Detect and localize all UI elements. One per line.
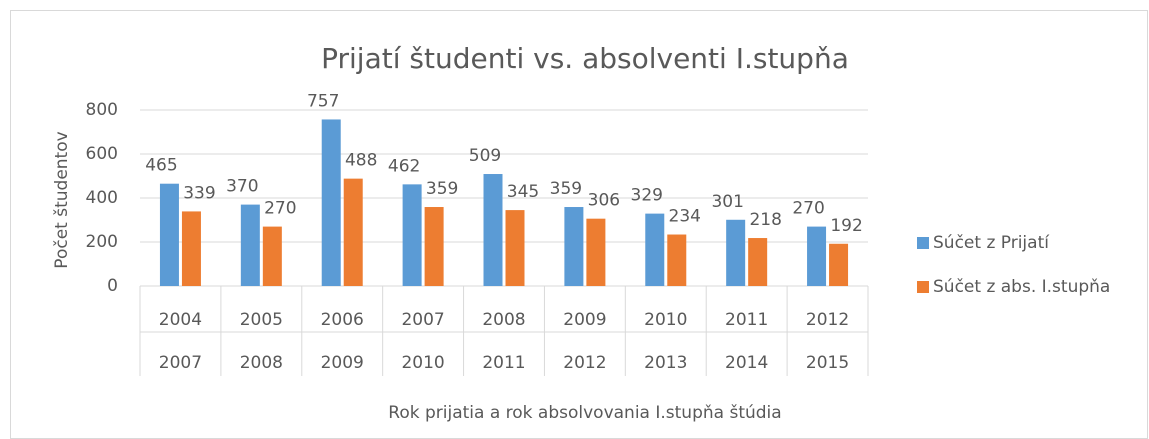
legend-swatch: [917, 237, 929, 249]
data-label: 218: [749, 210, 781, 230]
x-tick-label-level2: 2015: [806, 353, 849, 373]
data-label: 465: [145, 156, 177, 176]
bar: [645, 213, 665, 286]
bar: [505, 210, 525, 286]
bar: [181, 211, 201, 286]
y-tick-label: 800: [86, 100, 118, 120]
data-label: 757: [307, 91, 339, 111]
x-tick-label: 2011: [725, 310, 768, 330]
x-tick-label-level2: 2010: [401, 353, 444, 373]
bar: [424, 207, 444, 286]
chart-title: Prijatí študenti vs. absolventi I.stupňa: [321, 42, 849, 75]
legend-swatch: [917, 281, 929, 293]
bar: [667, 234, 687, 286]
bar: [564, 207, 584, 286]
data-label: 488: [345, 151, 377, 171]
y-tick-label: 0: [107, 276, 118, 296]
x-tick-label: 2004: [159, 310, 202, 330]
bar: [159, 183, 179, 286]
data-label: 301: [711, 192, 743, 212]
bar: [402, 184, 422, 286]
data-label: 359: [426, 179, 458, 199]
x-tick-label-level2: 2007: [159, 353, 202, 373]
x-tick-label-level2: 2012: [563, 353, 606, 373]
data-label: 345: [507, 182, 539, 202]
bar: [829, 243, 849, 286]
bar: [343, 178, 363, 286]
data-label: 192: [830, 216, 862, 236]
data-label: 359: [550, 179, 582, 199]
x-tick-label-level2: 2009: [321, 353, 364, 373]
bar: [240, 204, 260, 286]
x-tick-label: 2012: [806, 310, 849, 330]
x-tick-label: 2008: [482, 310, 525, 330]
x-tick-label: 2010: [644, 310, 687, 330]
y-axis-label: Počet študentov: [52, 131, 72, 268]
x-tick-label-level2: 2011: [482, 353, 525, 373]
data-label: 270: [264, 199, 296, 219]
x-tick-label-level2: 2014: [725, 353, 768, 373]
bar: [586, 218, 606, 286]
x-tick-label: 2005: [240, 310, 283, 330]
x-tick-label: 2009: [563, 310, 606, 330]
data-label: 329: [631, 186, 663, 206]
legend-label: Súčet z abs. I.stupňa: [933, 277, 1110, 297]
x-tick-label-level2: 2013: [644, 353, 687, 373]
x-tick-label-level2: 2008: [240, 353, 283, 373]
x-tick-label: 2007: [401, 310, 444, 330]
bar: [807, 226, 827, 286]
legend-label: Súčet z Prijatí: [933, 233, 1050, 253]
data-label: 306: [588, 191, 620, 211]
bar: [748, 238, 768, 286]
bar: [726, 219, 746, 286]
x-tick-label: 2006: [321, 310, 364, 330]
bar: [321, 119, 341, 287]
y-tick-label: 600: [86, 144, 118, 164]
data-label: 509: [469, 146, 501, 166]
x-axis-label: Rok prijatia a rok absolvovania I.stupňa…: [388, 403, 781, 423]
bar: [262, 226, 282, 286]
bar: [483, 174, 503, 286]
y-tick-label: 400: [86, 188, 118, 208]
data-label: 370: [226, 177, 258, 197]
y-tick-label: 200: [86, 232, 118, 252]
data-label: 234: [669, 207, 701, 227]
data-label: 270: [792, 199, 824, 219]
data-label: 339: [183, 183, 215, 203]
data-label: 462: [388, 156, 420, 176]
